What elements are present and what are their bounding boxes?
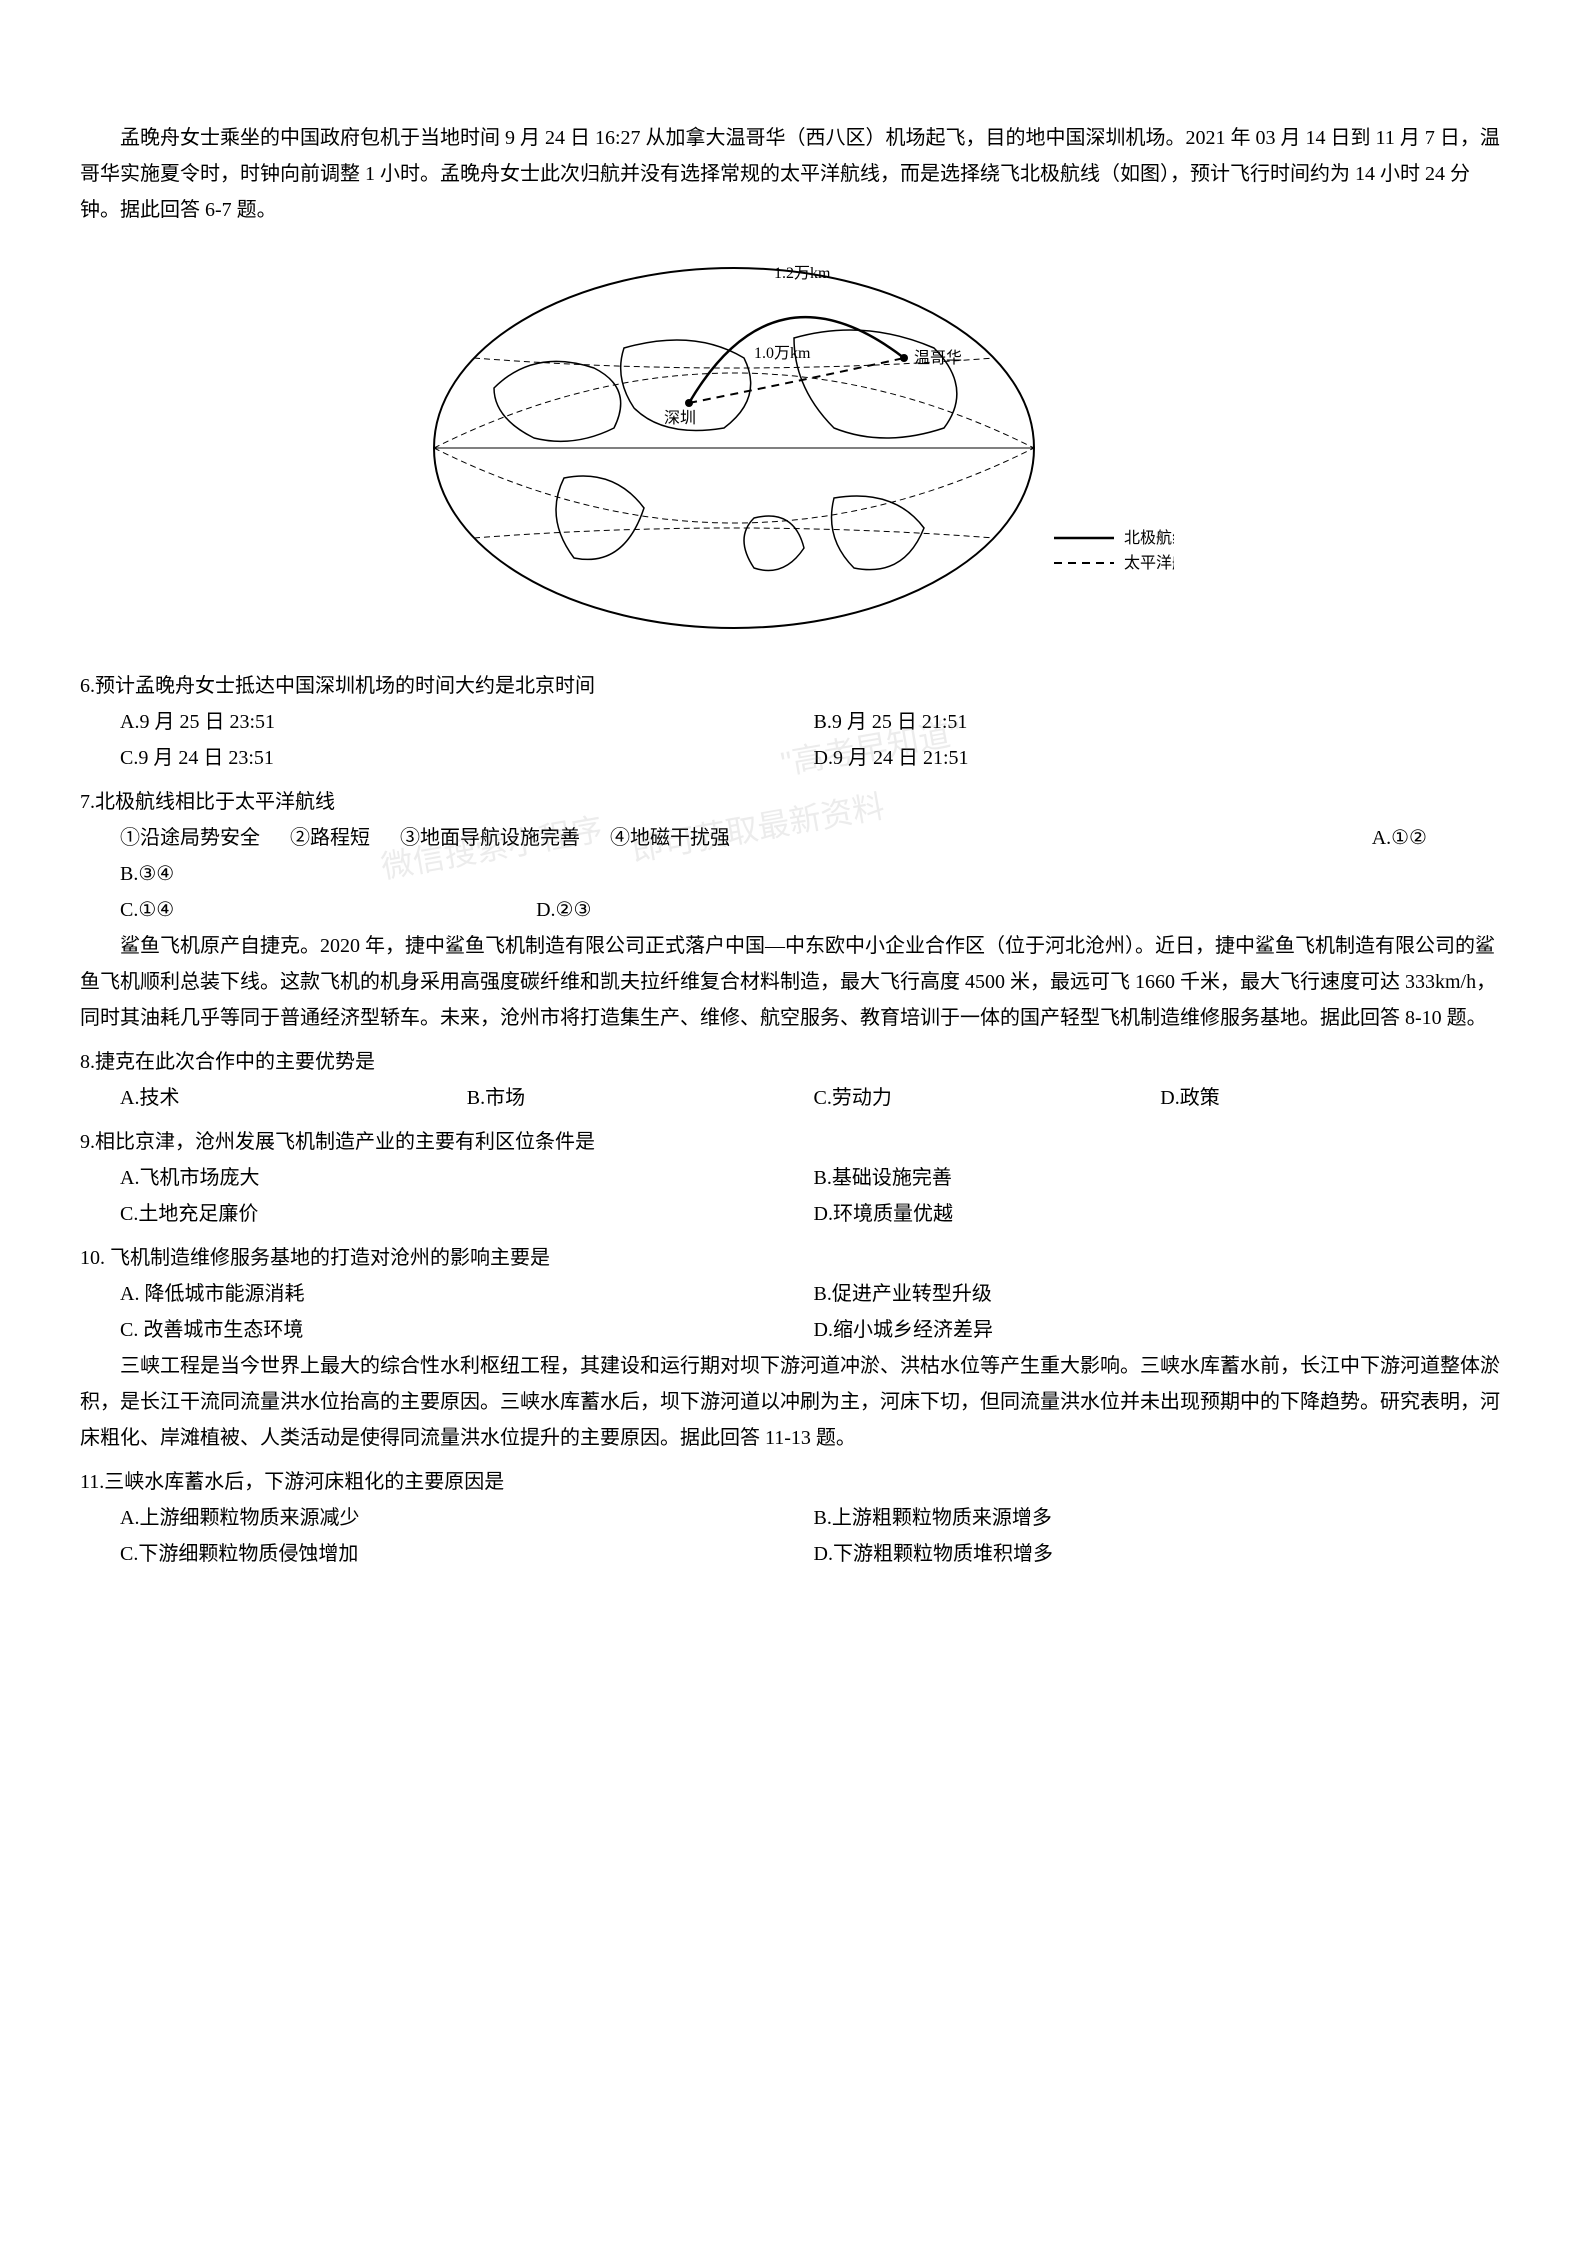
q10-option-c: C. 改善城市生态环境: [120, 1312, 814, 1348]
q7-sub4: ④地磁干扰强: [610, 820, 730, 856]
question-11: 11.三峡水库蓄水后，下游河床粗化的主要原因是 A.上游细颗粒物质来源减少 B.…: [80, 1464, 1507, 1572]
q6-option-a: A.9 月 25 日 23:51: [120, 704, 814, 740]
q10-option-a: A. 降低城市能源消耗: [120, 1276, 814, 1312]
q6-option-c: C.9 月 24 日 23:51: [120, 740, 814, 776]
q7-stem: 7.北极航线相比于太平洋航线: [80, 784, 1507, 820]
label-10k: 1.0万km: [754, 345, 811, 362]
world-map-diagram: 深圳 温哥华 1.2万km 1.0万km 北极航线 太平洋航线: [80, 248, 1507, 648]
shenzhen-label: 深圳: [664, 409, 696, 427]
q7-sub2: ②路程短: [290, 820, 370, 856]
q8-stem: 8.捷克在此次合作中的主要优势是: [80, 1044, 1507, 1080]
passage-2: 鲨鱼飞机原产自捷克。2020 年，捷中鲨鱼飞机制造有限公司正式落户中国—中东欧中…: [80, 928, 1507, 1036]
q11-option-d: D.下游粗颗粒物质堆积增多: [814, 1536, 1508, 1572]
q6-option-d: D.9 月 24 日 21:51: [814, 740, 1508, 776]
legend-pacific: 太平洋航线: [1124, 554, 1174, 572]
q6-option-b: B.9 月 25 日 21:51: [814, 704, 1508, 740]
question-10: 10. 飞机制造维修服务基地的打造对沧州的影响主要是 A. 降低城市能源消耗 B…: [80, 1240, 1507, 1348]
q10-option-b: B.促进产业转型升级: [814, 1276, 1508, 1312]
q8-option-a: A.技术: [120, 1080, 467, 1116]
q8-option-b: B.市场: [467, 1080, 814, 1116]
vancouver-label: 温哥华: [914, 349, 962, 367]
label-12k: 1.2万km: [774, 265, 831, 282]
question-8: 8.捷克在此次合作中的主要优势是 A.技术 B.市场 C.劳动力 D.政策: [80, 1044, 1507, 1116]
page-content: 孟晚舟女士乘坐的中国政府包机于当地时间 9 月 24 日 16:27 从加拿大温…: [80, 120, 1507, 1572]
question-7: 7.北极航线相比于太平洋航线 ①沿途局势安全 ②路程短 ③地面导航设施完善 ④地…: [80, 784, 1507, 928]
q10-option-d: D.缩小城乡经济差异: [814, 1312, 1508, 1348]
q8-option-c: C.劳动力: [814, 1080, 1161, 1116]
q9-stem: 9.相比京津，沧州发展飞机制造产业的主要有利区位条件是: [80, 1124, 1507, 1160]
q7-option-a: A.①②: [1372, 820, 1427, 856]
question-9: 9.相比京津，沧州发展飞机制造产业的主要有利区位条件是 A.飞机市场庞大 B.基…: [80, 1124, 1507, 1232]
q9-option-a: A.飞机市场庞大: [120, 1160, 814, 1196]
q11-option-b: B.上游粗颗粒物质来源增多: [814, 1500, 1508, 1536]
q9-option-d: D.环境质量优越: [814, 1196, 1508, 1232]
q9-option-b: B.基础设施完善: [814, 1160, 1508, 1196]
q7-sub1: ①沿途局势安全: [120, 820, 260, 856]
q10-stem: 10. 飞机制造维修服务基地的打造对沧州的影响主要是: [80, 1240, 1507, 1276]
q7-sub3: ③地面导航设施完善: [400, 820, 580, 856]
q7-option-c: C.①④: [120, 892, 536, 928]
passage-3: 三峡工程是当今世界上最大的综合性水利枢纽工程，其建设和运行期对坝下游河道冲淤、洪…: [80, 1348, 1507, 1456]
map-svg: 深圳 温哥华 1.2万km 1.0万km 北极航线 太平洋航线: [414, 248, 1174, 648]
q7-option-b: B.③④: [120, 856, 1507, 892]
passage-1: 孟晚舟女士乘坐的中国政府包机于当地时间 9 月 24 日 16:27 从加拿大温…: [80, 120, 1507, 228]
question-6: 6.预计孟晚舟女士抵达中国深圳机场的时间大约是北京时间 A.9 月 25 日 2…: [80, 668, 1507, 776]
q9-option-c: C.土地充足廉价: [120, 1196, 814, 1232]
q11-option-a: A.上游细颗粒物质来源减少: [120, 1500, 814, 1536]
q11-stem: 11.三峡水库蓄水后，下游河床粗化的主要原因是: [80, 1464, 1507, 1500]
q11-option-c: C.下游细颗粒物质侵蚀增加: [120, 1536, 814, 1572]
q7-option-d: D.②③: [536, 892, 591, 928]
q6-stem: 6.预计孟晚舟女士抵达中国深圳机场的时间大约是北京时间: [80, 668, 1507, 704]
legend-arctic: 北极航线: [1124, 529, 1174, 547]
q8-option-d: D.政策: [1160, 1080, 1507, 1116]
